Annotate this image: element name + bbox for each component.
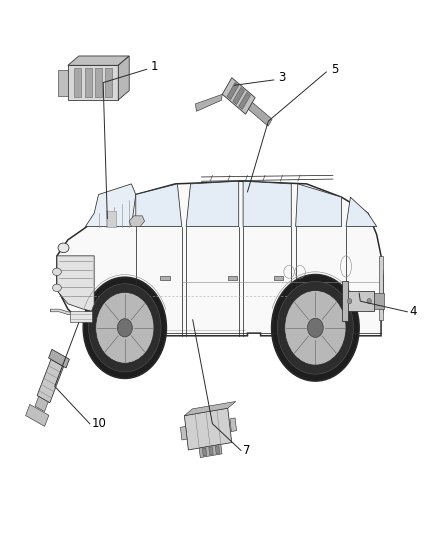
Bar [374, 293, 384, 309]
Polygon shape [195, 94, 222, 111]
Polygon shape [35, 397, 48, 411]
Bar [70, 311, 92, 322]
Circle shape [272, 274, 359, 381]
Text: 10: 10 [92, 417, 107, 430]
Text: 1: 1 [151, 60, 159, 73]
Polygon shape [49, 349, 69, 368]
Polygon shape [202, 448, 207, 456]
Bar [342, 281, 348, 321]
Bar [274, 276, 283, 280]
Polygon shape [136, 184, 182, 227]
Polygon shape [233, 87, 244, 104]
Circle shape [277, 281, 353, 374]
Polygon shape [379, 256, 383, 320]
Bar [58, 69, 68, 96]
Circle shape [95, 292, 154, 364]
Polygon shape [230, 418, 237, 432]
Polygon shape [68, 56, 129, 66]
Ellipse shape [58, 243, 69, 253]
Circle shape [117, 319, 132, 337]
Bar [228, 276, 237, 280]
Polygon shape [57, 256, 94, 312]
Circle shape [88, 284, 161, 372]
Polygon shape [129, 216, 145, 227]
Ellipse shape [53, 284, 61, 292]
Polygon shape [243, 181, 291, 227]
Text: 4: 4 [410, 305, 417, 318]
Polygon shape [85, 184, 136, 227]
Polygon shape [215, 446, 220, 454]
Text: 5: 5 [331, 63, 338, 76]
Polygon shape [227, 83, 239, 100]
Bar [105, 68, 112, 97]
Polygon shape [222, 78, 255, 114]
Bar [346, 291, 374, 311]
Polygon shape [199, 445, 222, 457]
Polygon shape [239, 92, 251, 109]
Polygon shape [248, 102, 272, 126]
Polygon shape [118, 56, 129, 100]
Polygon shape [184, 401, 236, 416]
Bar [95, 68, 102, 97]
Circle shape [367, 298, 371, 304]
Polygon shape [57, 181, 383, 336]
Polygon shape [50, 309, 125, 322]
Polygon shape [37, 359, 64, 403]
Text: 3: 3 [278, 71, 286, 84]
Polygon shape [346, 197, 377, 227]
Circle shape [307, 318, 323, 337]
Ellipse shape [53, 268, 61, 276]
Bar [74, 68, 81, 97]
Polygon shape [296, 184, 342, 227]
Polygon shape [184, 408, 232, 450]
Polygon shape [209, 447, 213, 455]
Polygon shape [25, 405, 49, 426]
Bar [85, 68, 92, 97]
Text: 7: 7 [243, 444, 251, 457]
Polygon shape [186, 181, 239, 227]
Polygon shape [180, 426, 187, 440]
Circle shape [83, 277, 166, 378]
Polygon shape [107, 211, 116, 227]
Polygon shape [68, 66, 118, 100]
Circle shape [285, 290, 346, 365]
Circle shape [347, 298, 352, 304]
Bar [160, 276, 170, 280]
